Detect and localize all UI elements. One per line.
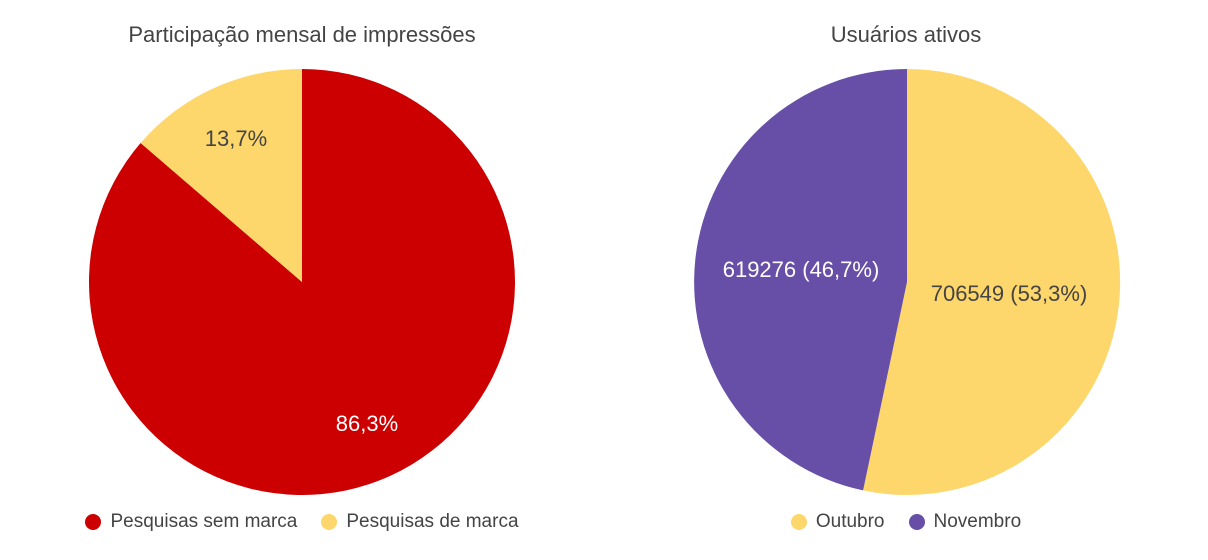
pie-slice-pesquisas-de-marca[interactable] <box>140 69 302 282</box>
legend: Outubro Novembro <box>604 511 1208 533</box>
chart-title: Participação mensal de impressões <box>128 22 476 47</box>
slice-label-outubro: 706549 (53,3%) <box>931 281 1088 306</box>
pie-slice-outubro[interactable] <box>863 68 1121 495</box>
legend-dot-icon <box>321 514 338 530</box>
legend-dot-icon <box>790 514 807 530</box>
slice-label-novembro: 619276 (46,7%) <box>723 257 880 282</box>
legend-item-novembro[interactable]: Novembro <box>908 511 1022 533</box>
legend-label: Pesquisas sem marca <box>110 511 298 532</box>
legend-label: Outubro <box>815 511 885 532</box>
legend-label: Pesquisas de marca <box>346 511 519 532</box>
legend-item-pesquisas-sem-marca[interactable]: Pesquisas sem marca <box>85 511 297 533</box>
legend-dot-icon <box>908 514 925 530</box>
legend-dot-icon <box>85 514 102 530</box>
slice-label-de-marca: 13,7% <box>205 126 267 151</box>
legend-label: Novembro <box>933 511 1022 532</box>
pie-plot: 706549 (53,3%) 619276 (46,7%) <box>694 68 1121 495</box>
active-users-chart: Usuários ativos 706549 (53,3%) 619276 (4… <box>604 0 1208 560</box>
chart-title: Usuários ativos <box>830 22 982 47</box>
legend-item-pesquisas-de-marca[interactable]: Pesquisas de marca <box>321 511 519 533</box>
pie-slice-novembro[interactable] <box>694 69 907 491</box>
impressions-share-chart: Participação mensal de impressões 86,3% … <box>0 22 604 533</box>
legend-item-outubro[interactable]: Outubro <box>790 511 885 533</box>
pie-slice-pesquisas-sem-marca[interactable] <box>88 69 515 495</box>
pie-plot: 86,3% 13,7% <box>88 69 515 495</box>
slice-label-sem-marca: 86,3% <box>336 411 398 436</box>
legend: Pesquisas sem marca Pesquisas de marca <box>0 511 604 533</box>
